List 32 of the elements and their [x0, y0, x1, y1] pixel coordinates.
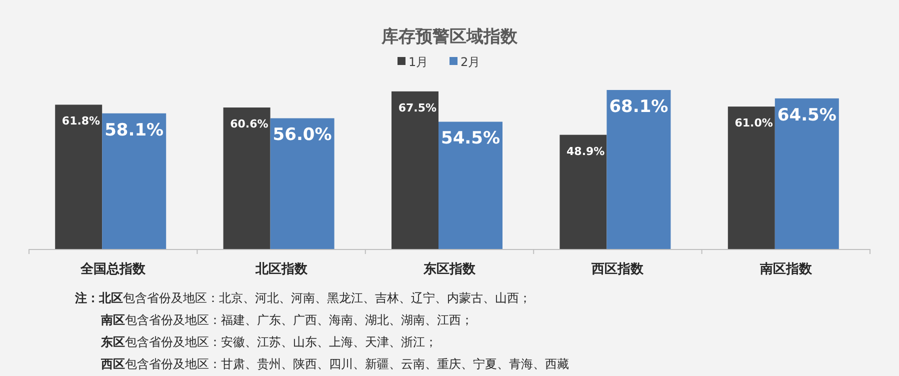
data-label: 67.5% [398, 101, 436, 114]
data-label: 68.1% [609, 96, 668, 117]
text: 注：北区包含省份及地区：北京、河北、河南、黑龙江、吉林、辽宁、内蒙古、山西； [74, 291, 531, 305]
bar [606, 90, 671, 249]
text: 东区包含省份及地区：安徽、江苏、山东、上海、天津、浙江； [100, 335, 437, 349]
data-label: 60.6% [230, 118, 268, 130]
bar [55, 104, 102, 249]
legend-label: 2月 [460, 55, 480, 69]
legend-label: 1月 [408, 55, 428, 69]
x-tick-label: 全国总指数 [80, 261, 147, 277]
x-tick-label: 北区指数 [254, 262, 308, 277]
bar [270, 118, 334, 249]
data-label: 61.0% [734, 116, 773, 130]
bar [728, 106, 775, 249]
data-label: 48.9% [566, 144, 605, 158]
bar [560, 134, 607, 249]
data-label: 61.8% [62, 114, 100, 128]
x-tick-label: 西区指数 [590, 262, 645, 277]
data-label: 64.5% [777, 105, 836, 126]
text: 南区包含省份及地区：福建、广东、广西、海南、湖北、湖南、江西； [100, 313, 473, 327]
chart-title: 库存预警区域指数 [380, 27, 518, 47]
x-tick-label: 南区指数 [758, 262, 813, 277]
bar [774, 98, 839, 249]
bar [223, 108, 270, 249]
x-tick-label: 东区指数 [422, 261, 476, 277]
text: 西区包含省份及地区：甘肃、贵州、陕西、四川、新疆、云南、重庆、宁夏、青海、西藏 [100, 357, 569, 371]
data-label: 56.0% [272, 125, 332, 146]
data-label: 54.5% [441, 128, 500, 149]
bar [392, 91, 438, 249]
bar [438, 122, 502, 249]
bar [102, 113, 166, 249]
data-label: 58.1% [104, 120, 164, 140]
